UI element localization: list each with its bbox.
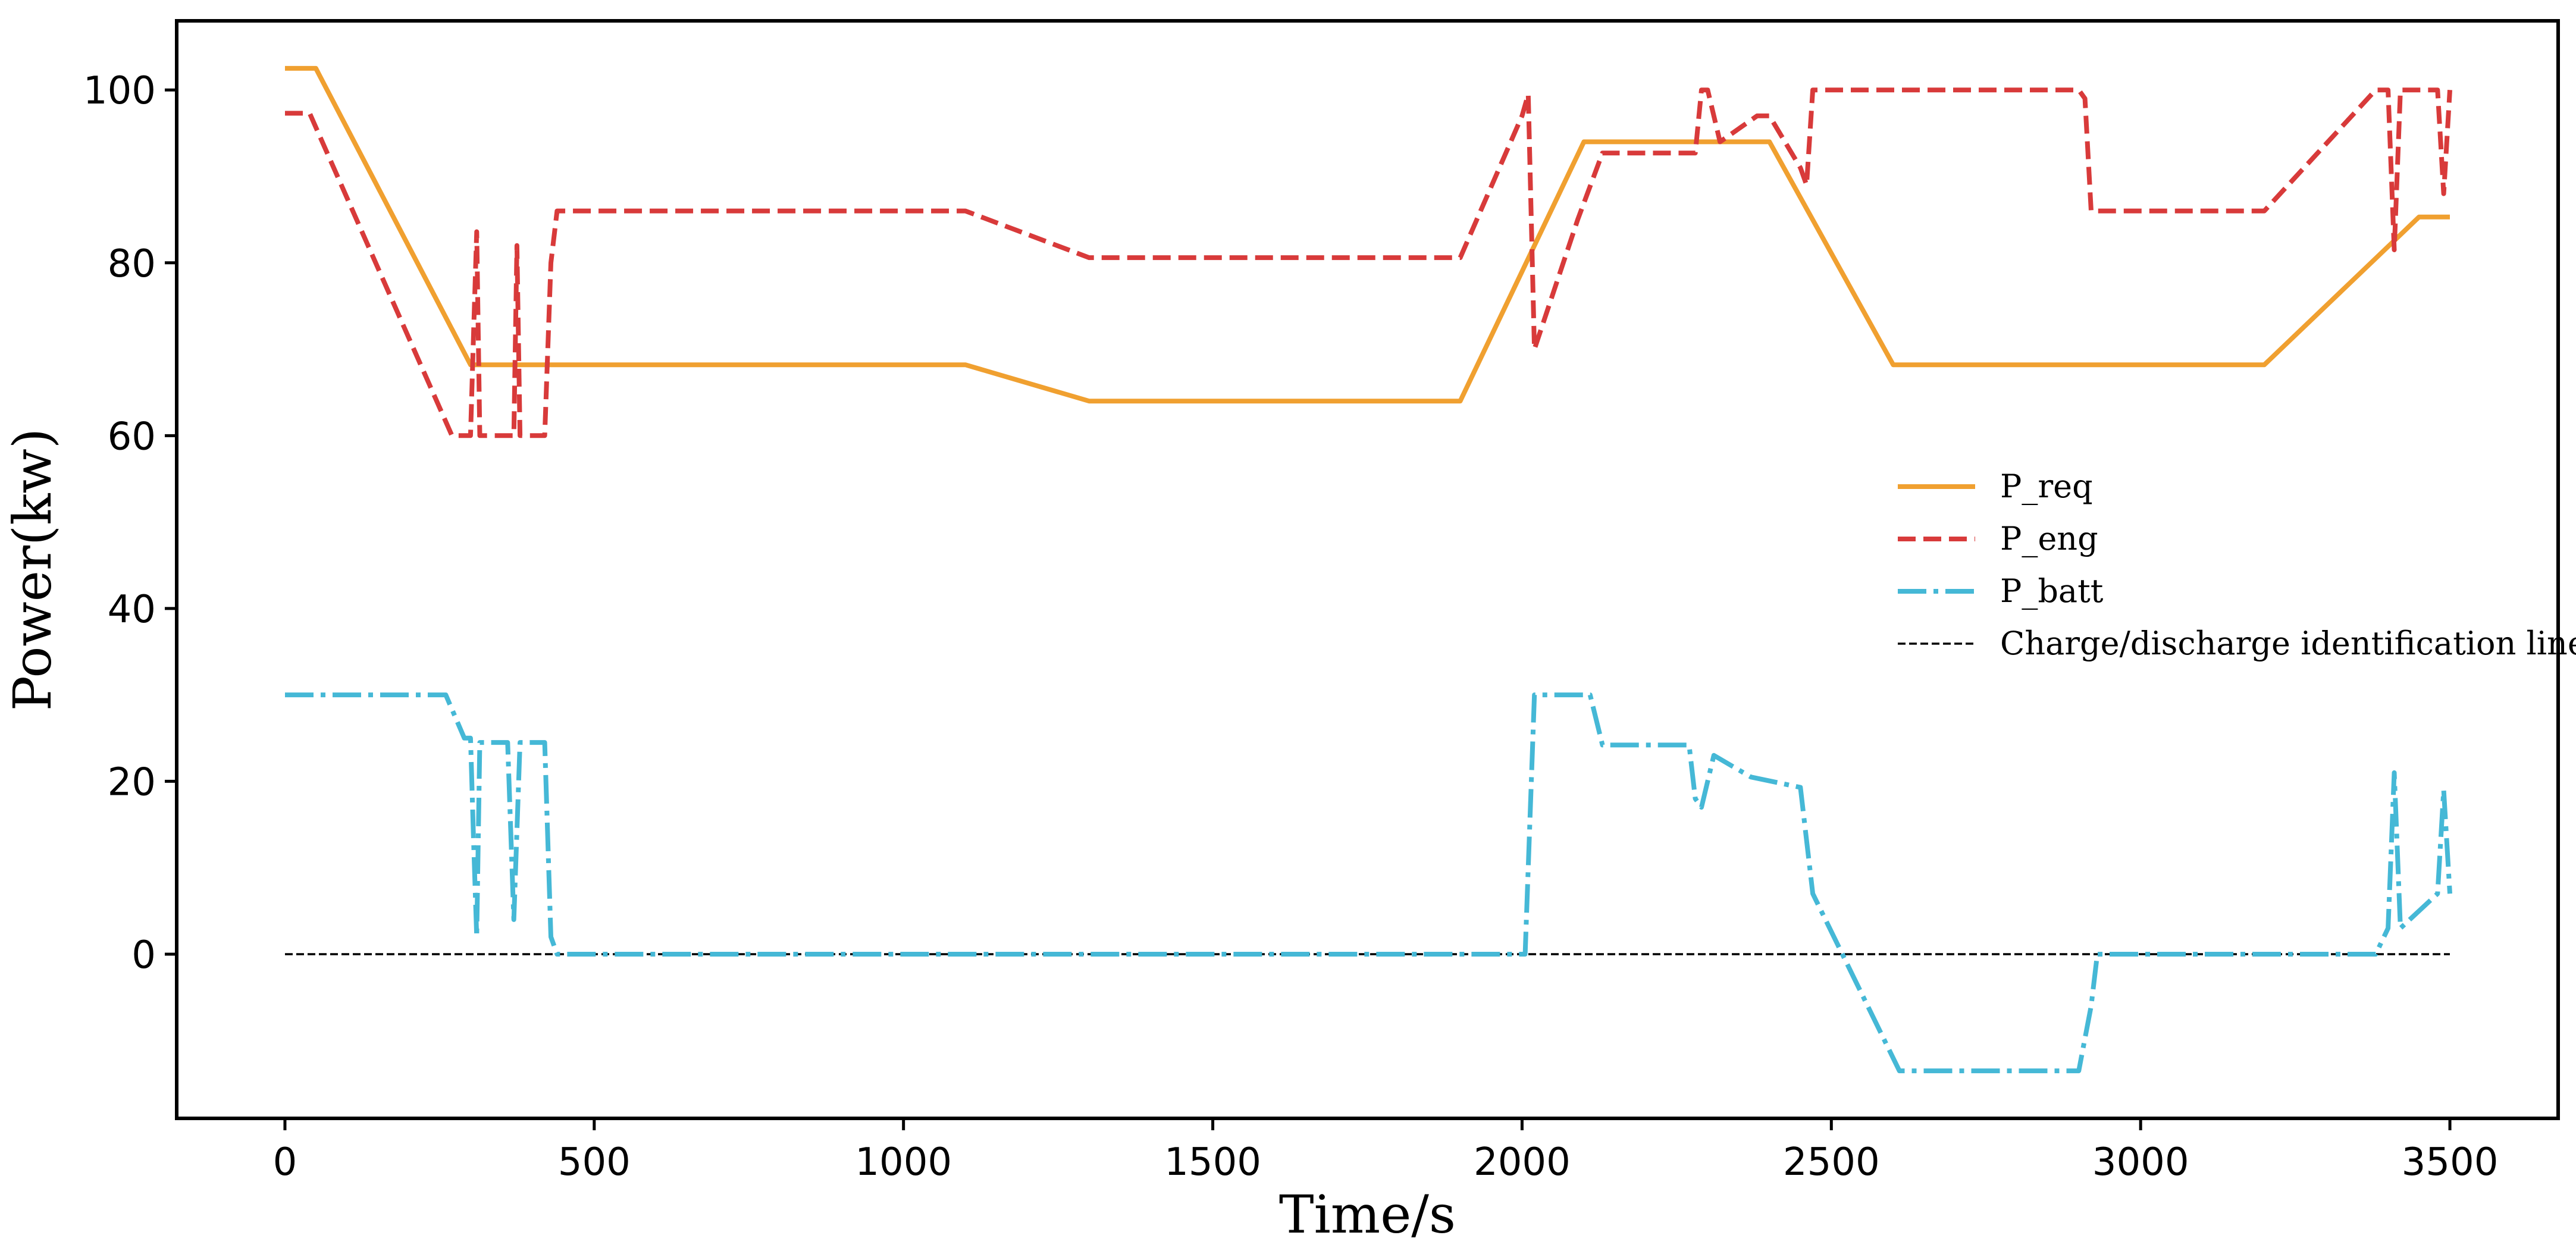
y-tick-label: 20 <box>108 760 156 804</box>
y-tick-label: 40 <box>108 588 156 632</box>
legend-label: P_eng <box>2000 520 2098 557</box>
x-tick-label: 3500 <box>2402 1140 2499 1184</box>
x-tick-label: 3000 <box>2092 1140 2189 1184</box>
series-line-p-req <box>285 65 2450 404</box>
x-tick-label: 0 <box>273 1140 297 1184</box>
x-tick-label: 1500 <box>1164 1140 1261 1184</box>
x-tick-label: 2000 <box>1474 1140 1571 1184</box>
x-tick-label: 2500 <box>1783 1140 1880 1184</box>
legend-label: P_req <box>2000 468 2093 505</box>
legend-label: Charge/discharge identification line <box>2000 625 2576 662</box>
y-tick-label: 0 <box>131 933 156 977</box>
x-axis-label: Time/s <box>1279 1184 1456 1245</box>
y-axis-label: Power(kw) <box>2 428 63 711</box>
x-tick-label: 1000 <box>855 1140 952 1184</box>
y-tick-label: 80 <box>108 242 156 286</box>
y-tick-label: 100 <box>83 69 156 113</box>
series-line-p-eng <box>285 87 2452 438</box>
legend: P_req P_eng P_batt Charge/discharge identif… <box>1898 468 2576 662</box>
legend-label: P_batt <box>2000 572 2104 610</box>
plot-frame <box>175 19 2560 1120</box>
axes-layer: 0 500 1000 1500 2000 2500 3000 3500 0 20 40 60 80 100 <box>83 69 2499 1184</box>
series-layer <box>285 65 2452 1074</box>
x-tick-label: 500 <box>558 1140 631 1184</box>
y-tick-label: 60 <box>108 415 156 459</box>
series-line-p-batt <box>285 692 2452 1074</box>
